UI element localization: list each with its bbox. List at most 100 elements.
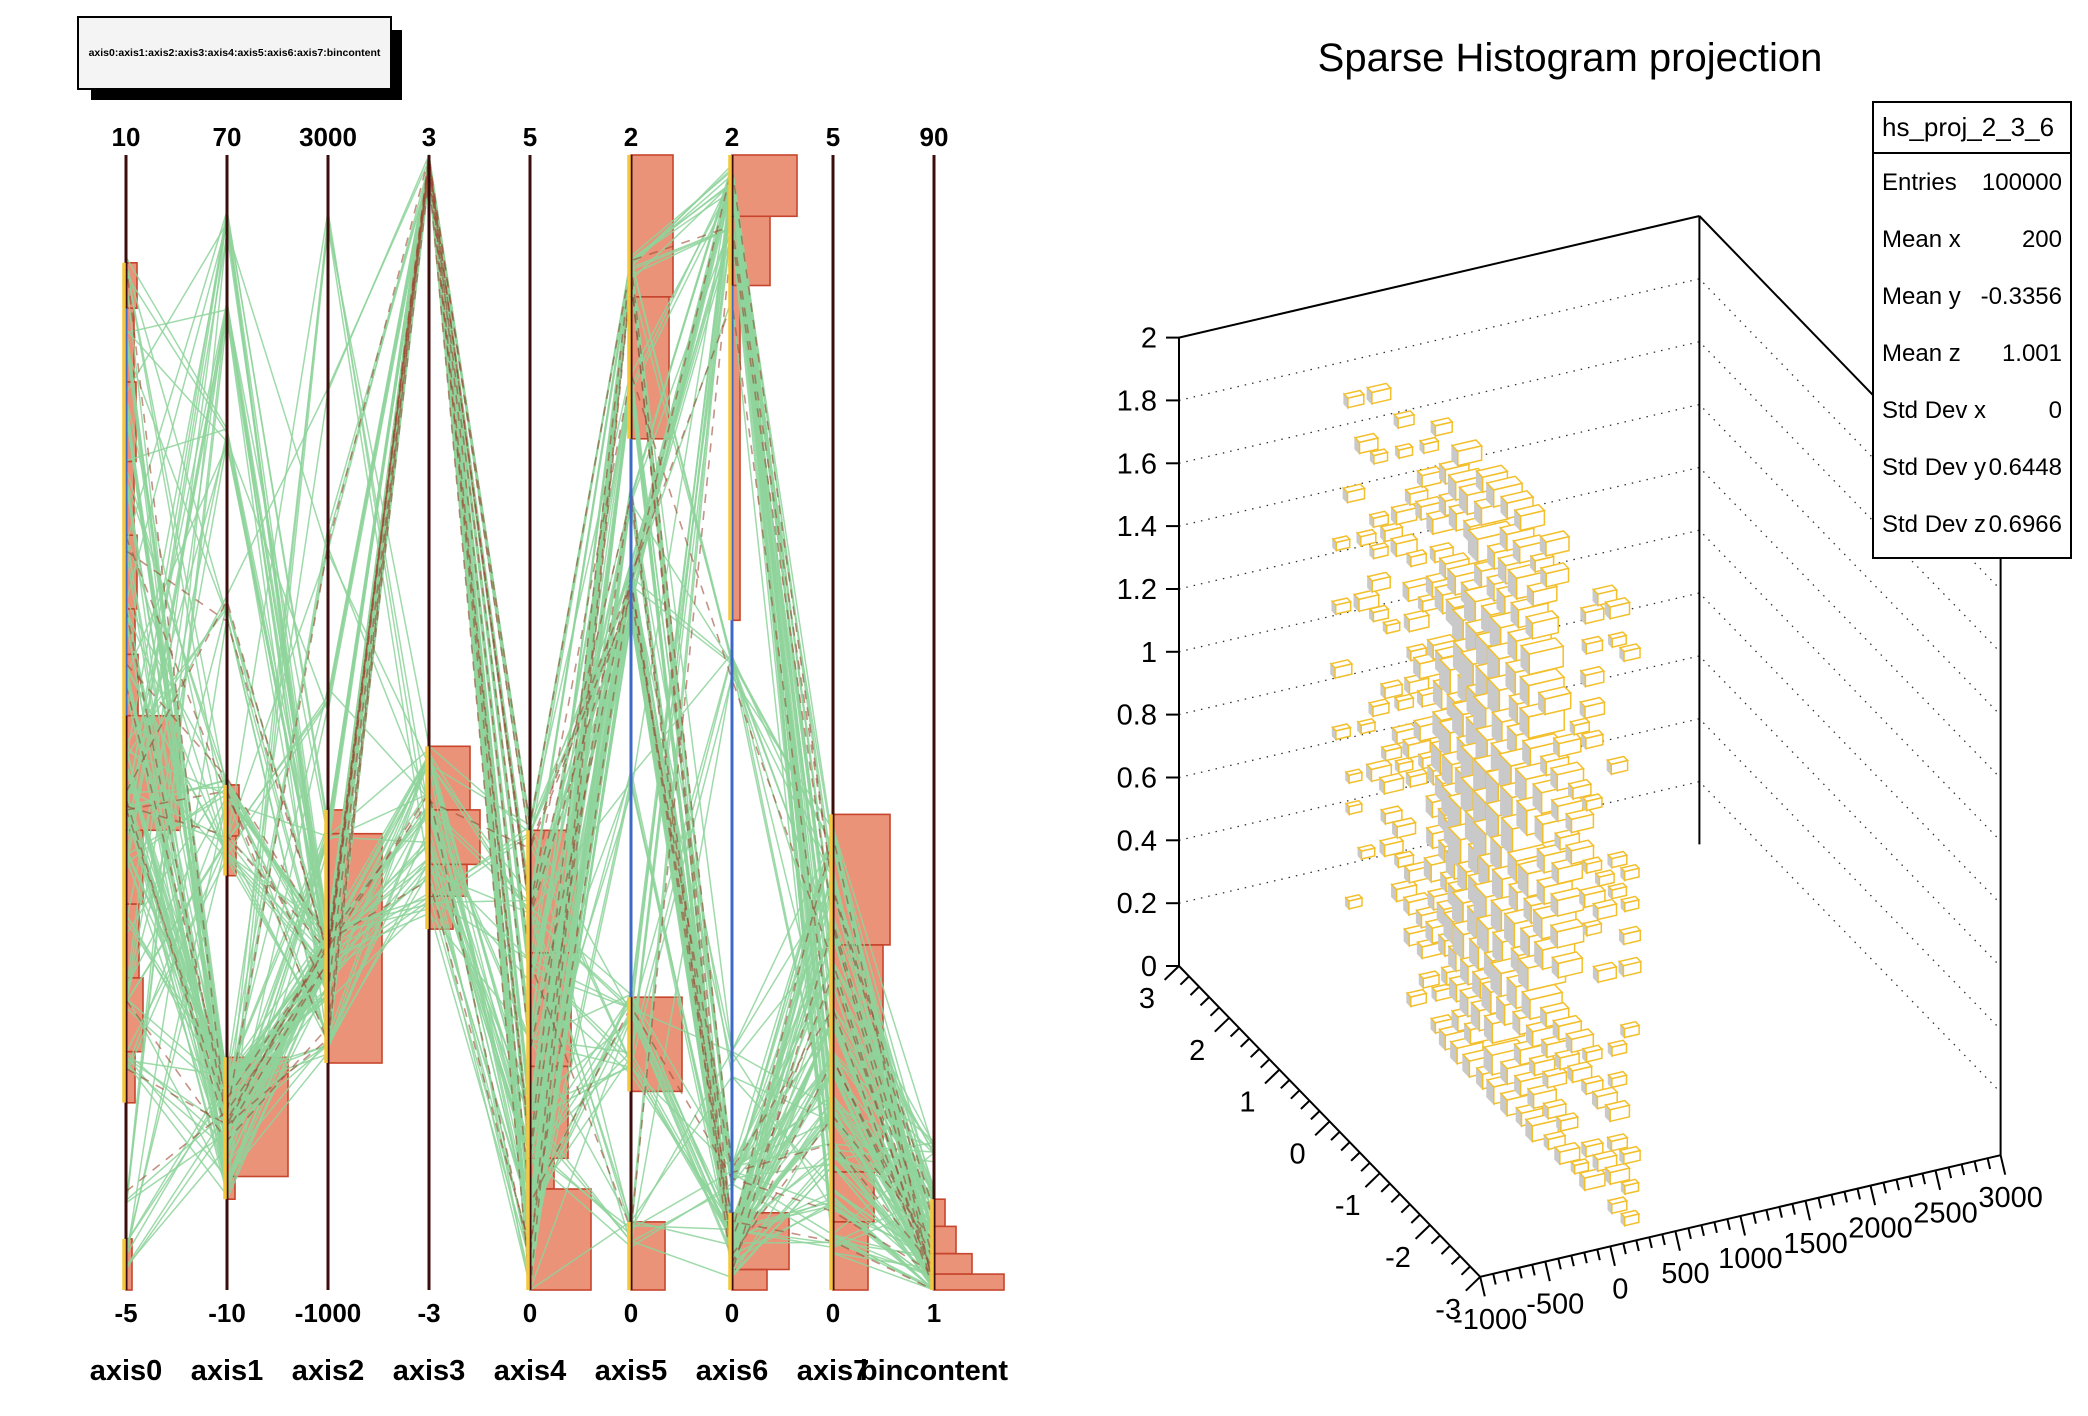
z-tick-label: 0.6 [1117, 763, 1157, 795]
x-tick [1674, 1230, 1681, 1251]
hist-box-face [1624, 898, 1640, 913]
stats-row-value: 200 [2021, 225, 2062, 253]
x-tick [1856, 1188, 1861, 1200]
parallel-coordinates-plot[interactable]: 10-5axis070-10axis13000-1000axis23-3axis… [90, 122, 1009, 1387]
x-tick-label: 500 [1661, 1258, 1709, 1290]
axis-max-label: 70 [213, 122, 242, 152]
hist-box-face [1398, 446, 1414, 460]
stats-box[interactable]: hs_proj_2_3_6 Entries 100000 Mean x 200 Mean… [1872, 101, 2072, 559]
stats-row-label: Entries [1882, 168, 1957, 196]
stats-row-label: Std Dev y [1882, 453, 1987, 481]
x-tick [1726, 1218, 1731, 1231]
hist-box-face [1558, 737, 1582, 758]
axis-min-label: 0 [624, 1298, 638, 1328]
x-tick [1544, 1261, 1551, 1282]
hist-box-face [1545, 567, 1570, 588]
axis-max-label: 2 [624, 122, 638, 152]
hist-box-face [1623, 1024, 1640, 1039]
hist-box-face [1358, 437, 1379, 455]
z-tick-label: 1.2 [1117, 574, 1157, 606]
histogram-bar [933, 1252, 973, 1275]
hist-box-face [1559, 1146, 1581, 1166]
hist-box-face [1346, 487, 1366, 504]
hist-box-face [1457, 444, 1483, 467]
x-tick [1986, 1157, 1992, 1170]
y-tick [1410, 1213, 1421, 1224]
axis-min-label: 0 [523, 1298, 537, 1328]
x-tick [1830, 1194, 1835, 1206]
left-title-box[interactable]: axis0:axis1:axis2:axis3:axis4:axis5:axis… [77, 16, 392, 90]
x-tick [1635, 1240, 1640, 1252]
hist-box-face [1586, 922, 1603, 937]
y-tick [1300, 1099, 1311, 1110]
sparse-histogram-3d-plot[interactable]: 0 0.2 0.4 0.6 0.8 1 1.2 1.4 1.6 1.8 2 3 2 1 0 -1 -2 -3-10… [1117, 215, 2043, 1336]
x-tick-label: 3000 [1978, 1182, 2043, 1214]
hist-box-face [1532, 585, 1558, 607]
x-tick [1492, 1273, 1497, 1285]
x-tick [1596, 1249, 1601, 1261]
axis-name-label: axis7 [797, 1355, 870, 1387]
stats-row-value: 1.001 [2001, 339, 2062, 367]
hist-box-face [1623, 646, 1641, 663]
x-tick-label: -500 [1526, 1289, 1584, 1321]
hist-box-face [1584, 607, 1605, 625]
y-tick [1229, 1027, 1240, 1038]
hist-box-face [1557, 956, 1583, 979]
hist-box-face [1409, 772, 1428, 788]
z-tick-label: 1.6 [1117, 448, 1157, 480]
y-tick [1264, 1068, 1281, 1085]
dashed-data-line [125, 162, 935, 1284]
y-tick [1250, 1048, 1260, 1058]
hist-box-face [1573, 721, 1590, 736]
axis-max-label: 5 [826, 122, 840, 152]
y-tick [1360, 1162, 1371, 1172]
y-tick [1465, 1276, 1481, 1292]
axis-min-label: 0 [826, 1298, 840, 1328]
hist-box-face [1335, 726, 1352, 741]
x-tick-label: 1000 [1718, 1243, 1783, 1275]
stats-row-value: 0.6448 [1988, 453, 2062, 481]
stats-row-label: Std Dev z [1882, 510, 1987, 538]
axis-max-label: 10 [112, 122, 141, 152]
hist-box-face [1598, 872, 1615, 887]
z-tick-label: 0.4 [1117, 825, 1157, 857]
hist-box-face [1398, 760, 1414, 774]
hist-box-face [1383, 777, 1405, 795]
stats-row-value: -0.3356 [1980, 282, 2062, 310]
y-tick [1450, 1255, 1461, 1266]
stats-row-value: 0 [2048, 396, 2062, 424]
axis-max-label: 3000 [299, 122, 357, 152]
stats-box-title: hs_proj_2_3_6 [1874, 103, 2070, 154]
axis-name-label: axis5 [595, 1355, 668, 1387]
axis-name-label: axis2 [292, 1355, 365, 1387]
hist-box-face [1334, 600, 1352, 616]
hist-box-face [1360, 721, 1376, 735]
hist-box-face [1597, 965, 1618, 984]
y-tick-label: 1 [1239, 1087, 1255, 1119]
y-tick [1350, 1151, 1361, 1162]
hist-box-face [1410, 992, 1428, 1008]
hist-box-face [1623, 1213, 1640, 1227]
y-tick [1400, 1203, 1411, 1214]
hist-box-face [1397, 413, 1415, 429]
x-tick [1778, 1206, 1783, 1218]
hist-box-face [1611, 634, 1627, 649]
histogram-bar [933, 1225, 957, 1255]
hist-box-face [1584, 701, 1606, 720]
hist-box-face [1410, 552, 1427, 568]
x-tick [1505, 1270, 1510, 1282]
hist-box-face [1585, 1048, 1603, 1063]
hist-box-face [1609, 601, 1631, 620]
hist-box-face [1372, 608, 1390, 623]
x-tick [1661, 1233, 1666, 1246]
x-tick [1934, 1170, 1942, 1191]
x-tick [1882, 1182, 1887, 1194]
hist-box-face [1384, 683, 1403, 700]
y-tick [1440, 1244, 1451, 1255]
x-tick [1687, 1227, 1692, 1240]
hist-box-face [1597, 903, 1618, 921]
axis-name-label: axis0 [90, 1355, 163, 1387]
hist-box-face [1609, 1104, 1631, 1123]
stats-rows: Entries 100000 Mean x 200 Mean y -0.3356 Mean … [1874, 154, 2070, 553]
dashed-data-line [125, 157, 935, 1275]
